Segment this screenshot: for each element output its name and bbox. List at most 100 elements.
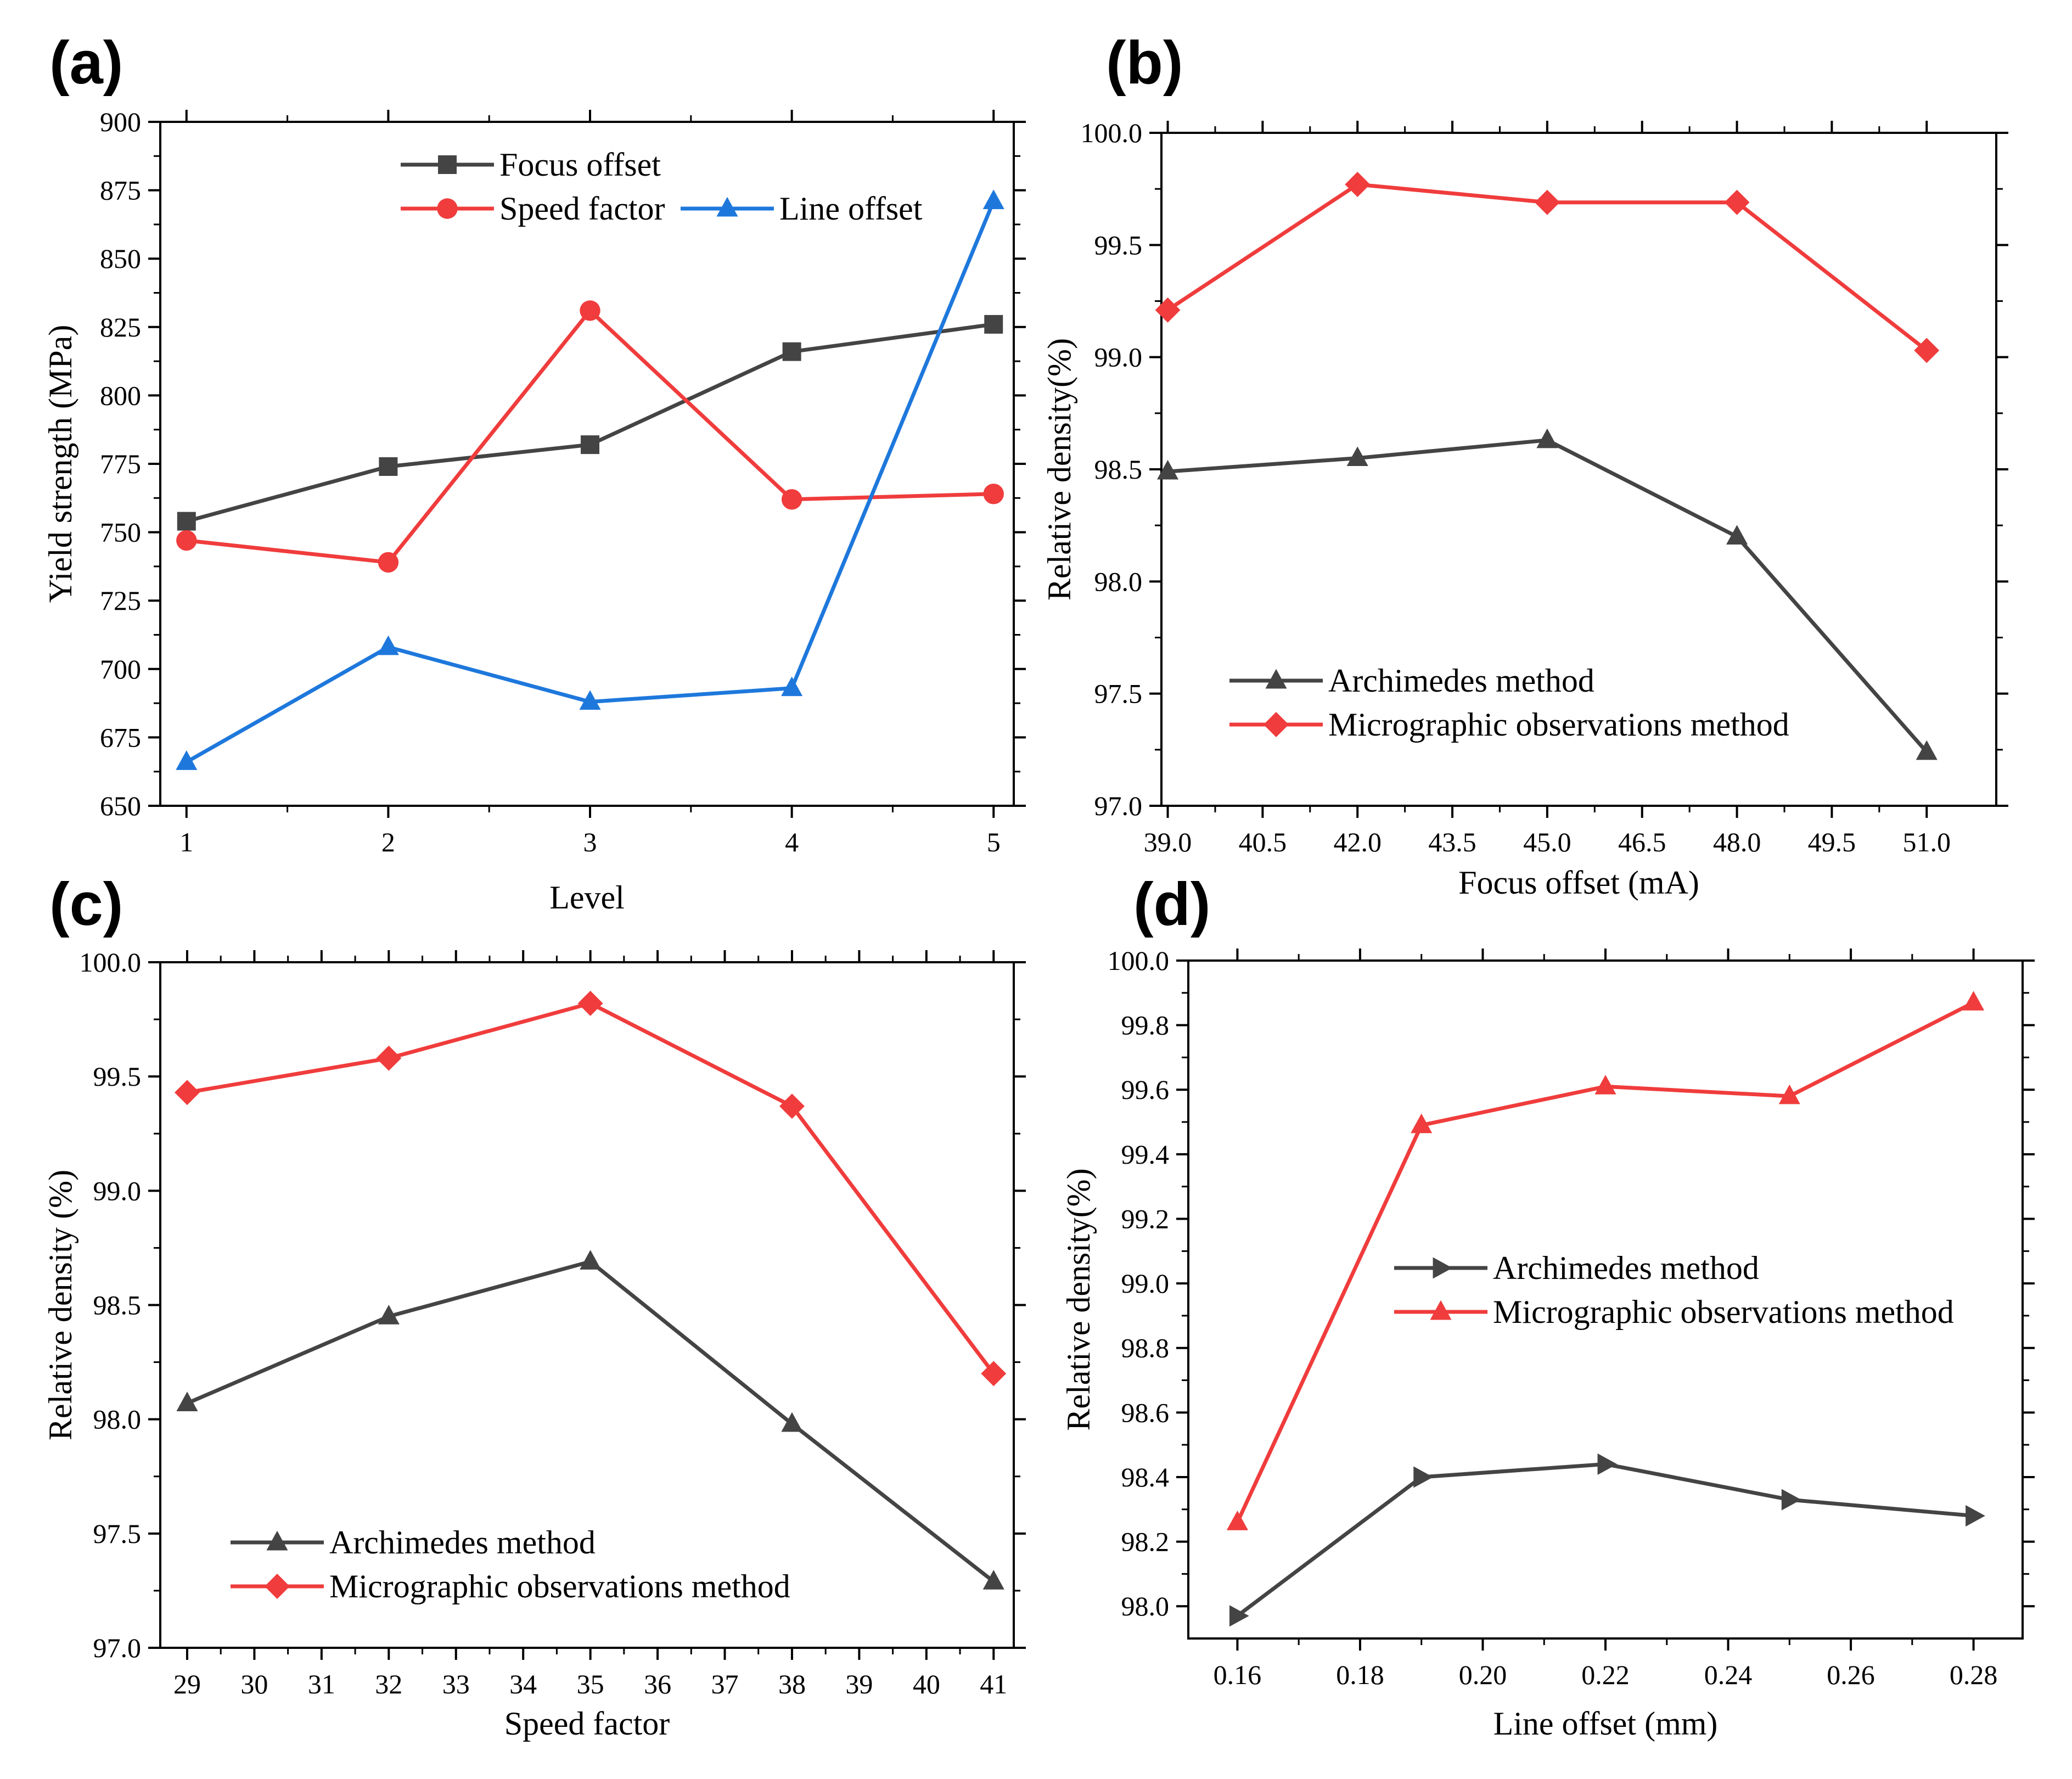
x-axis-title-a: Level — [549, 879, 625, 916]
data-point-a-2 — [579, 690, 601, 710]
legend-marker-a-2 — [716, 197, 738, 217]
x-tick-label-a: 2 — [381, 827, 395, 857]
data-point-a-0 — [379, 457, 398, 476]
data-point-c-1 — [981, 1361, 1007, 1387]
y-tick-label-c: 97.0 — [93, 1632, 142, 1663]
panel-label-a: (a) — [49, 29, 123, 97]
legend-label-d-1: Micrographic observations method — [1493, 1294, 1954, 1330]
panel-label-b: (b) — [1106, 29, 1183, 97]
series-line-c-1 — [187, 1001, 996, 1375]
x-tick-label-c: 37 — [711, 1669, 739, 1699]
legend-label-a-2: Line offset — [779, 190, 923, 227]
y-tick-label-b: 97.5 — [1094, 678, 1143, 709]
legend-marker-a-0 — [438, 155, 457, 174]
chart-a: (a) 1 2 3 4 5 650 675 700 725 750 775 800 825 850 875 90… — [42, 29, 1026, 916]
x-tick-label-a: 3 — [583, 827, 597, 857]
y-tick-label-d: 99.6 — [1121, 1074, 1170, 1105]
panel-label-c: (c) — [49, 871, 123, 938]
legend-label-a-0: Focus offset — [499, 147, 661, 183]
y-tick-label-d: 98.2 — [1121, 1527, 1170, 1557]
data-point-d-0 — [1597, 1453, 1618, 1475]
y-tick-label-a: 875 — [100, 175, 141, 206]
x-tick-label-c: 32 — [375, 1669, 402, 1699]
y-tick-label-a: 900 — [100, 106, 141, 137]
x-tick-label-c: 36 — [644, 1669, 671, 1699]
legend-label-b-1: Micrographic observations method — [1328, 706, 1789, 743]
x-tick-label-b: 48.0 — [1713, 827, 1761, 857]
data-point-b-1 — [1534, 189, 1560, 215]
x-tick-label-a: 5 — [987, 827, 1001, 857]
legend-d: Archimedes method Micrographic observatio… — [1394, 1250, 1954, 1330]
x-tick-label-b: 43.5 — [1428, 827, 1476, 857]
y-tick-label-c: 98.5 — [93, 1290, 142, 1321]
x-tick-label-c: 41 — [980, 1669, 1007, 1699]
data-point-b-0 — [1156, 459, 1179, 480]
x-tick-label-a: 4 — [785, 827, 799, 857]
data-point-d-0 — [1413, 1466, 1433, 1488]
y-tick-label-a: 675 — [100, 722, 141, 753]
legend-marker-d-1 — [1430, 1300, 1452, 1320]
x-tick-label-c: 35 — [577, 1669, 604, 1699]
data-point-d-0 — [1966, 1505, 1985, 1527]
y-tick-label-d: 100.0 — [1108, 945, 1170, 976]
x-tick-label-c: 31 — [308, 1669, 335, 1699]
data-point-b-0 — [1916, 740, 1938, 760]
y-tick-label-a: 750 — [100, 517, 141, 548]
data-point-d-1 — [1963, 991, 1985, 1011]
y-tick-label-b: 97.0 — [1094, 790, 1143, 821]
x-axis-title-c: Speed factor — [504, 1705, 670, 1742]
data-point-c-1 — [175, 1080, 200, 1105]
y-tick-label-d: 98.6 — [1121, 1397, 1170, 1428]
data-point-a-0 — [782, 342, 801, 361]
data-point-b-1 — [1914, 338, 1940, 363]
x-tick-label-d: 0.26 — [1827, 1659, 1875, 1690]
x-tick-label-d: 0.28 — [1950, 1659, 1998, 1690]
x-tick-label-b: 45.0 — [1523, 827, 1571, 857]
data-point-c-0 — [781, 1412, 803, 1432]
legend-a: Focus offset Speed factor Line offset — [401, 147, 923, 227]
legend-label-a-1: Speed factor — [499, 190, 665, 227]
data-point-b-1 — [1724, 189, 1750, 215]
legend-label-d-0: Archimedes method — [1493, 1250, 1759, 1286]
x-tick-label-b: 39.0 — [1144, 827, 1192, 857]
y-tick-label-d: 99.8 — [1121, 1010, 1170, 1041]
series-line-a-2 — [186, 200, 996, 764]
y-tick-label-a: 700 — [100, 654, 141, 684]
x-tick-label-d: 0.18 — [1336, 1659, 1384, 1690]
legend-marker-c-1 — [265, 1574, 290, 1599]
x-tick-label-b: 51.0 — [1903, 827, 1951, 857]
y-tick-label-a: 825 — [100, 312, 141, 343]
y-axis-title-d: Relative density(%) — [1060, 1168, 1097, 1430]
y-axis-title-b: Relative density(%) — [1041, 338, 1077, 601]
y-axis-title-c: Relative density (%) — [42, 1170, 78, 1440]
chart-c: (c) 29 30 31 32 33 34 35 36 37 38 39 40 41 97.0 97.5 98.… — [42, 871, 1026, 1742]
data-point-b-0 — [1726, 525, 1748, 545]
data-point-c-0 — [580, 1250, 602, 1270]
data-point-a-1 — [378, 552, 399, 573]
data-point-c-0 — [176, 1391, 198, 1411]
data-point-c-1 — [779, 1093, 805, 1119]
x-tick-label-a: 1 — [179, 827, 193, 857]
x-tick-label-b: 46.5 — [1618, 827, 1666, 857]
panel-label-d: (d) — [1133, 871, 1210, 938]
data-point-a-0 — [984, 315, 1003, 334]
y-tick-label-b: 99.0 — [1094, 342, 1143, 373]
y-tick-label-b: 100.0 — [1081, 117, 1143, 148]
legend-label-c-0: Archimedes method — [329, 1524, 596, 1561]
x-tick-label-c: 40 — [913, 1669, 940, 1699]
data-point-a-2 — [982, 189, 1004, 209]
x-tick-label-d: 0.24 — [1704, 1659, 1753, 1690]
x-tick-label-b: 49.5 — [1808, 827, 1856, 857]
data-point-b-1 — [1155, 297, 1181, 323]
legend-label-c-1: Micrographic observations method — [329, 1568, 790, 1604]
data-point-d-0 — [1229, 1605, 1249, 1627]
legend-c: Archimedes method Micrographic observatio… — [231, 1524, 790, 1604]
y-tick-label-c: 97.5 — [93, 1518, 142, 1549]
data-point-b-0 — [1346, 446, 1368, 467]
data-point-a-1 — [176, 530, 197, 551]
y-tick-label-b: 98.5 — [1094, 454, 1143, 485]
y-tick-label-c: 98.0 — [93, 1404, 142, 1435]
data-point-d-1 — [1411, 1113, 1433, 1133]
y-tick-label-b: 98.0 — [1094, 566, 1143, 597]
data-point-d-0 — [1781, 1489, 1801, 1511]
